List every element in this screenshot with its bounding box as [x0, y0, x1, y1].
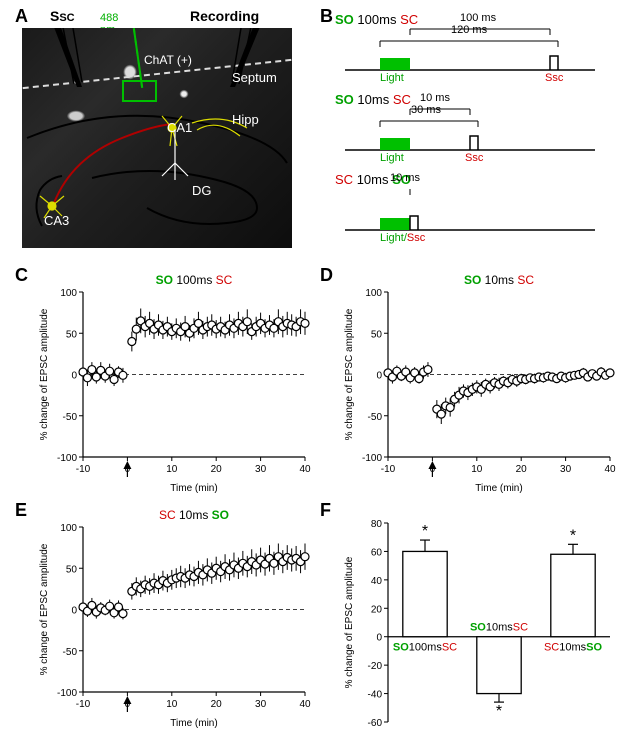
svg-text:30: 30 — [255, 464, 267, 475]
chart-c-svg: -100-50050100-10010203040% change of EPS… — [35, 270, 315, 495]
svg-text:-60: -60 — [368, 718, 383, 729]
svg-text:50: 50 — [371, 329, 383, 340]
svg-text:% change of EPSC amplitude: % change of EPSC amplitude — [344, 556, 355, 688]
ca1-label: CA1 — [167, 120, 192, 135]
svg-text:-100: -100 — [362, 453, 382, 464]
svg-text:0: 0 — [71, 606, 77, 617]
svg-text:-20: -20 — [368, 661, 383, 672]
svg-text:-100: -100 — [57, 688, 77, 699]
svg-text:80: 80 — [371, 519, 383, 530]
svg-text:0: 0 — [376, 371, 382, 382]
svg-text:SO 100ms SC: SO 100ms SC — [156, 273, 233, 287]
svg-text:Time (min): Time (min) — [170, 718, 217, 729]
timing-bar-bot-0 — [335, 36, 625, 50]
timing-bot-text-0: 120 ms — [451, 24, 487, 36]
svg-text:-10: -10 — [76, 699, 91, 710]
svg-text:Time (min): Time (min) — [170, 483, 217, 494]
timing-top-text-1: 10 ms — [420, 92, 450, 104]
svg-text:20: 20 — [211, 699, 223, 710]
svg-text:% change of EPSC amplitude: % change of EPSC amplitude — [39, 308, 50, 440]
timing-bar-bot-1 — [335, 116, 625, 130]
svg-text:SC 10ms SO: SC 10ms SO — [159, 508, 229, 522]
ssc-label: SSC — [50, 8, 75, 24]
panel-d: -100-50050100-10010203040% change of EPS… — [340, 270, 620, 495]
recording-label: Recording — [190, 8, 259, 24]
svg-text:-100: -100 — [57, 453, 77, 464]
svg-text:40: 40 — [371, 576, 383, 587]
svg-text:SO10msSC: SO10msSC — [470, 622, 528, 634]
svg-text:20: 20 — [211, 464, 223, 475]
ssc-label-1: Ssc — [465, 152, 483, 164]
chart-e-svg: -100-50050100-10010203040% change of EPS… — [35, 505, 315, 730]
dg-label: DG — [192, 183, 212, 198]
optical-fiber-icon — [133, 28, 143, 88]
light-label-1: Light — [380, 152, 404, 164]
recording-electrode-icon — [217, 28, 267, 102]
light-target-icon — [122, 80, 157, 102]
svg-text:-40: -40 — [368, 690, 383, 701]
svg-text:100: 100 — [60, 523, 77, 534]
svg-text:30: 30 — [560, 464, 572, 475]
svg-text:50: 50 — [66, 564, 78, 575]
svg-text:20: 20 — [371, 604, 383, 615]
svg-text:40: 40 — [299, 464, 311, 475]
svg-text:60: 60 — [371, 547, 383, 558]
panel-c: -100-50050100-10010203040% change of EPS… — [35, 270, 315, 495]
svg-text:100: 100 — [365, 288, 382, 299]
svg-text:*: * — [496, 703, 502, 720]
ssc-label-0: Ssc — [545, 72, 563, 84]
svg-text:-50: -50 — [63, 647, 78, 658]
svg-text:-50: -50 — [63, 412, 78, 423]
timing-top-text-0: 100 ms — [460, 12, 496, 24]
light-label-0: Light — [380, 72, 404, 84]
protocol-trace-2 — [335, 210, 625, 238]
svg-text:-10: -10 — [76, 464, 91, 475]
light-ssc-label-2: Light/Ssc — [380, 232, 425, 244]
svg-text:% change of EPSC amplitude: % change of EPSC amplitude — [39, 543, 50, 675]
svg-text:SC10msSO: SC10msSO — [544, 642, 603, 654]
svg-text:*: * — [570, 527, 576, 544]
panel-label-d: D — [320, 265, 333, 286]
hipp-label: Hipp — [232, 112, 259, 127]
svg-text:SO 10ms SC: SO 10ms SC — [464, 273, 534, 287]
panel-f: -60 -40 -20 0 20 40 60 80 % change of EPSC ampli… — [340, 505, 620, 730]
svg-text:SO100msSC: SO100msSC — [393, 642, 457, 654]
panel-label-b: B — [320, 6, 333, 27]
svg-text:10: 10 — [166, 464, 178, 475]
svg-text:-10: -10 — [381, 464, 396, 475]
chat-label: ChAT (+) — [144, 53, 192, 67]
svg-text:Time (min): Time (min) — [475, 483, 522, 494]
svg-text:50: 50 — [66, 329, 78, 340]
microscopy-image: ChAT (+) Septum CA1 Hipp DG CA3 — [22, 28, 292, 248]
svg-text:100: 100 — [60, 288, 77, 299]
timing-bar-top-2 — [335, 184, 625, 198]
timing-top-text-2: 10 ms — [390, 172, 420, 184]
chart-d-svg: -100-50050100-10010203040% change of EPS… — [340, 270, 620, 495]
svg-text:40: 40 — [604, 464, 616, 475]
svg-text:10: 10 — [471, 464, 483, 475]
panel-e: -100-50050100-10010203040% change of EPS… — [35, 505, 315, 730]
timing-bot-text-1: 30 ms — [411, 104, 441, 116]
panel-label-a: A — [15, 6, 28, 27]
svg-text:*: * — [422, 523, 428, 540]
svg-text:40: 40 — [299, 699, 311, 710]
chart-f-svg: -60 -40 -20 0 20 40 60 80 % change of EPSC ampli… — [340, 505, 620, 730]
svg-text:0: 0 — [376, 633, 382, 644]
svg-text:% change of EPSC amplitude: % change of EPSC amplitude — [344, 308, 355, 440]
panel-label-f: F — [320, 500, 331, 521]
stim-electrode-icon — [47, 28, 97, 102]
svg-text:30: 30 — [255, 699, 267, 710]
svg-text:10: 10 — [166, 699, 178, 710]
svg-text:0: 0 — [71, 371, 77, 382]
panel-label-e: E — [15, 500, 27, 521]
septum-label: Septum — [232, 70, 277, 85]
svg-text:-50: -50 — [368, 412, 383, 423]
svg-text:20: 20 — [516, 464, 528, 475]
panel-label-c: C — [15, 265, 28, 286]
protocol-trace-0 — [335, 50, 625, 78]
ca3-label: CA3 — [44, 213, 69, 228]
